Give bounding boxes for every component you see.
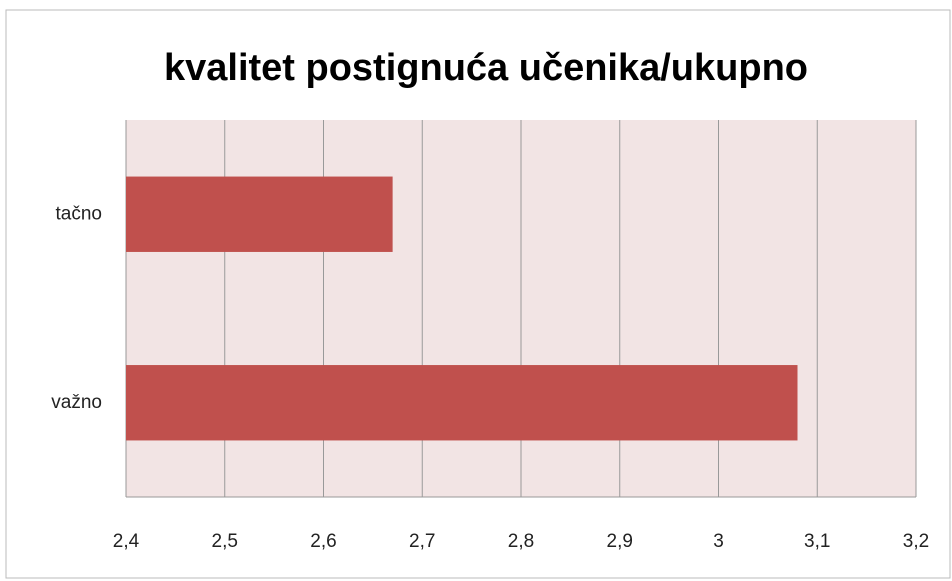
- chart-title: kvalitet postignuća učenika/ukupno: [164, 47, 808, 89]
- x-tick-label: 2,7: [409, 531, 435, 552]
- bar: [126, 365, 798, 441]
- x-tick-label: 2,4: [113, 531, 140, 552]
- x-tick-label: 2,9: [607, 531, 633, 552]
- x-tick-label: 2,8: [508, 531, 534, 552]
- x-tick-label: 3,2: [903, 531, 929, 552]
- x-tick-label: 2,6: [310, 531, 336, 552]
- x-tick-label: 3: [713, 531, 724, 552]
- y-tick-label: tačno: [56, 203, 102, 224]
- x-tick-label: 2,5: [212, 531, 238, 552]
- y-tick-label: važno: [51, 392, 102, 413]
- x-tick-label: 3,1: [804, 531, 830, 552]
- bar: [126, 176, 393, 252]
